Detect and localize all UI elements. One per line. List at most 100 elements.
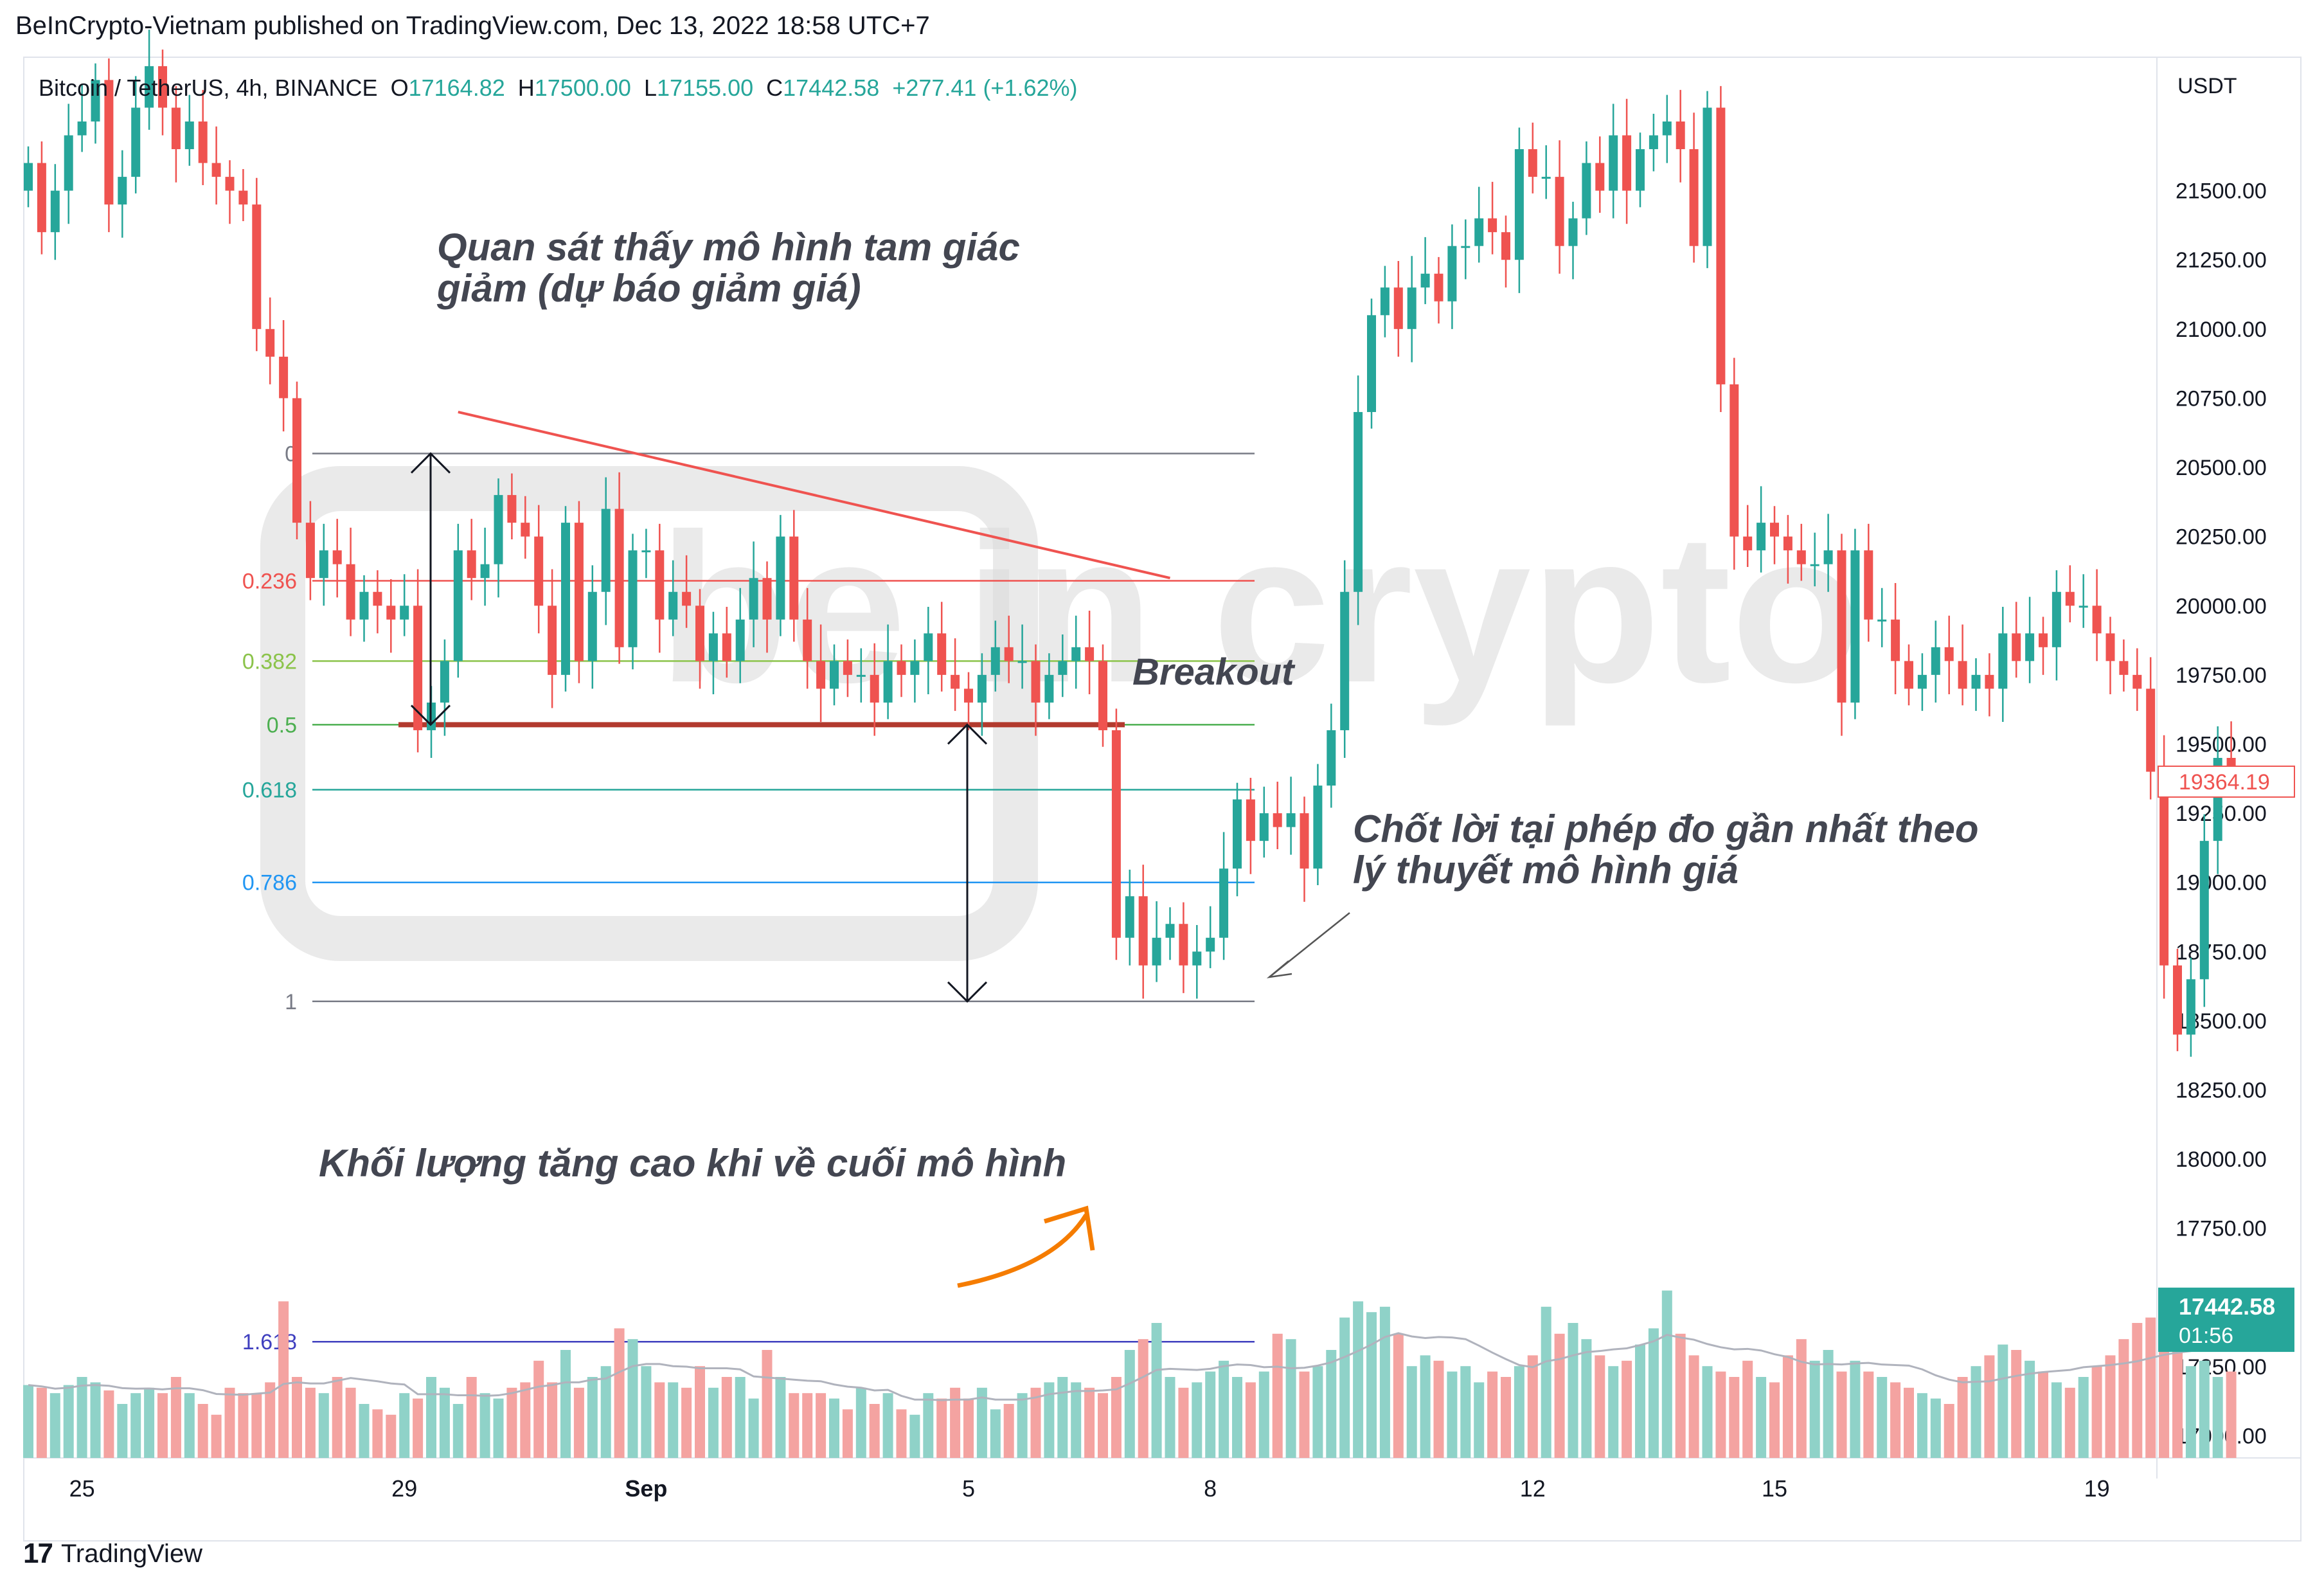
volume-bar	[695, 1366, 705, 1458]
volume-bar	[1232, 1377, 1242, 1458]
volume-bar	[587, 1377, 598, 1458]
volume-bar	[1420, 1355, 1431, 1458]
volume-bar	[1138, 1339, 1149, 1458]
tradingview-footer[interactable]: 17 TradingView	[23, 1538, 202, 1570]
candle-body	[1017, 661, 1027, 663]
volume-bar	[1299, 1371, 1310, 1458]
candle-body	[305, 523, 315, 579]
candle-body	[937, 633, 947, 675]
price-tick-label: 19500.00	[2176, 732, 2267, 757]
volume-bar	[909, 1414, 920, 1458]
candle-body	[1541, 177, 1551, 179]
candle-body	[1461, 246, 1470, 248]
volume-bar	[990, 1409, 1001, 1458]
candle-body	[1219, 868, 1229, 938]
price-tick-label: 20750.00	[2176, 386, 2267, 411]
candle-body	[1085, 647, 1095, 661]
fib-level-label: 0.618	[242, 778, 297, 803]
volume-bar	[560, 1350, 571, 1458]
volume-bar	[2172, 1350, 2183, 1458]
candle-body	[1031, 661, 1041, 703]
candle-body	[1985, 674, 1994, 689]
volume-bar	[896, 1409, 907, 1458]
candle-body	[1568, 218, 1578, 246]
volume-bar	[681, 1387, 692, 1458]
volume-bar	[1998, 1344, 2008, 1458]
volume-bar	[359, 1404, 370, 1458]
volume-bar	[1474, 1382, 1485, 1458]
candle-body	[830, 661, 839, 689]
volume-bar	[1715, 1371, 1726, 1458]
candle-body	[2173, 965, 2182, 1035]
candle-body	[480, 564, 490, 579]
volume-bar	[238, 1393, 249, 1458]
volume-bar	[1554, 1333, 1565, 1458]
candle-body	[1420, 273, 1430, 288]
candle-body	[1501, 232, 1510, 260]
candle-body	[265, 328, 275, 357]
candle-body	[641, 550, 651, 553]
volume-bar	[627, 1339, 638, 1458]
current-price-countdown: 01:56	[2179, 1324, 2233, 1348]
volume-bar	[936, 1398, 947, 1458]
volume-bar	[748, 1398, 759, 1458]
volume-bar	[762, 1350, 773, 1458]
volume-bar	[184, 1393, 195, 1458]
price-tick-label: 21500.00	[2176, 179, 2267, 204]
volume-bar	[452, 1404, 463, 1458]
candle-body	[2092, 606, 2102, 634]
volume-bar	[1205, 1371, 1216, 1458]
candle-body	[1743, 536, 1753, 551]
candle-body	[1192, 951, 1202, 966]
candle-body	[359, 591, 369, 620]
candle-body	[1917, 674, 1927, 689]
candle-body	[2012, 633, 2021, 661]
volume-bar	[63, 1385, 74, 1458]
volume-bar	[1487, 1371, 1498, 1458]
candle-body	[1810, 564, 1819, 566]
volume-bar	[654, 1382, 665, 1458]
volume-bar	[1098, 1393, 1108, 1458]
target-pointer-arrow-head	[1266, 960, 1292, 978]
change-value: +277.41 (+1.62%)	[892, 75, 1078, 101]
volume-bar	[573, 1387, 584, 1458]
volume-bar	[466, 1377, 477, 1458]
volume-bar	[1501, 1377, 1511, 1458]
volume-bar	[426, 1377, 436, 1458]
volume-bar	[2025, 1360, 2035, 1458]
volume-bar	[332, 1377, 343, 1458]
candle-body	[1367, 315, 1376, 412]
candle-body	[735, 619, 745, 661]
volume-bar	[1823, 1350, 1834, 1458]
candle-body	[413, 606, 423, 730]
candle-body	[346, 564, 355, 620]
candle-body	[400, 606, 409, 620]
candle-body	[1447, 246, 1457, 301]
candle-body	[1058, 661, 1068, 675]
volume-bar	[2118, 1339, 2129, 1458]
volume-bar	[1863, 1371, 1874, 1458]
candle-body	[2105, 633, 2115, 661]
time-tick-label: 15	[1762, 1475, 1787, 1502]
candle-body	[77, 121, 87, 136]
candle-body	[24, 163, 33, 191]
candle-body	[131, 107, 141, 177]
volume-bar	[855, 1387, 866, 1458]
candle-body	[453, 550, 463, 661]
volume-bar	[157, 1393, 168, 1458]
candle-body	[1837, 550, 1846, 703]
volume-bar	[2212, 1377, 2223, 1458]
marked-price-value: 19364.19	[2179, 770, 2270, 795]
pattern-height-arrow-head-bottom	[410, 705, 451, 726]
volume-bar	[1836, 1371, 1847, 1458]
volume-bar	[2185, 1366, 2196, 1458]
volume-bar	[1796, 1339, 1807, 1458]
watermark-logo-icon	[260, 466, 1038, 961]
volume-bar	[775, 1377, 786, 1458]
candle-body	[1340, 591, 1350, 730]
candle-body	[494, 495, 503, 564]
volume-bar	[386, 1414, 397, 1458]
candle-body	[104, 80, 114, 205]
candle-body	[1662, 121, 1672, 136]
